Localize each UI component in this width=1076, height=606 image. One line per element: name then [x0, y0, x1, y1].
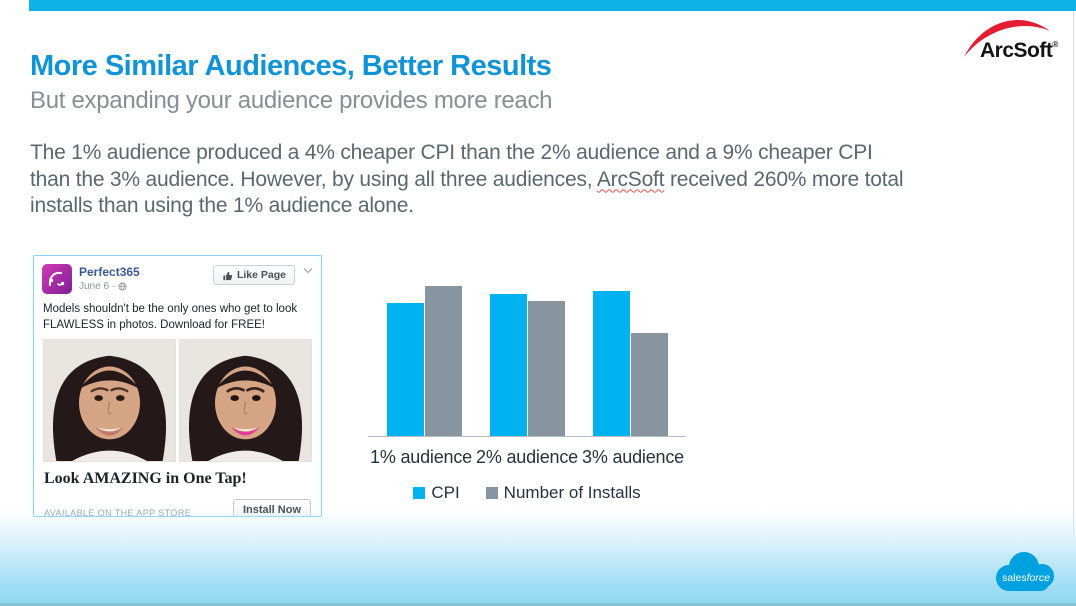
x-axis-label: 3% audience: [582, 447, 684, 467]
bar-group: [592, 290, 668, 436]
thumbs-up-icon: [223, 271, 233, 280]
body-paragraph: The 1% audience produced a 4% cheaper CP…: [30, 140, 1045, 220]
bar-group: [489, 293, 565, 436]
legend-label: CPI: [431, 483, 460, 502]
chart-legend: CPI Number of Installs: [368, 483, 686, 503]
globe-icon: [118, 282, 127, 291]
chart-plot-area: [368, 278, 686, 436]
lips-before: [94, 426, 125, 436]
x-axis-label: 1% audience: [370, 447, 472, 467]
legend-swatch-icon: [485, 487, 498, 499]
ad-headline: Look AMAZING in One Tap!: [44, 470, 247, 487]
lips-after: [230, 426, 261, 436]
bar-cpi: [489, 293, 527, 436]
like-page-button[interactable]: Like Page: [212, 265, 295, 285]
facebook-post-text: Models shouldn't be the only ones who ge…: [43, 303, 298, 331]
facebook-page-identity: Perfect365 June 6 ·: [79, 264, 140, 294]
legend-swatch-icon: [413, 487, 426, 499]
page-title: More Similar Audiences, Better Results: [30, 50, 552, 82]
like-page-label: Like Page: [236, 269, 286, 281]
body-segment-after: received 260% more total installs than u…: [30, 167, 904, 218]
bar-number-of-installs: [424, 286, 462, 436]
bottom-gradient-band: [0, 510, 1076, 606]
chevron-down-icon[interactable]: [303, 267, 313, 275]
x-axis-line: [368, 436, 686, 437]
facebook-ad-photos: [34, 339, 321, 462]
bar-group: [386, 286, 462, 436]
ad-photo-after: [179, 339, 312, 462]
facebook-ad-card: Perfect365 June 6 · Like Page: [33, 255, 322, 517]
facebook-ad-footer: Look AMAZING in One Tap! AVAILABLE ON TH…: [34, 462, 321, 516]
bottom-edge-strip: [0, 603, 1076, 606]
x-axis-labels: 1% audience 2% audience 3% audience: [368, 447, 686, 468]
facebook-ad-header: Perfect365 June 6 · Like Page: [34, 256, 321, 294]
svg-text:salesforce: salesforce: [1002, 572, 1050, 584]
body-segment-before: The 1% audience produced a 4% cheaper CP…: [30, 141, 873, 191]
facebook-page-name[interactable]: Perfect365: [79, 265, 140, 279]
legend-item: Number of Installs: [485, 483, 641, 503]
body-brand-word: ArcSoft: [596, 167, 665, 191]
perfect365-avatar: [42, 264, 72, 294]
top-accent-bar: [29, 0, 1076, 11]
bar-cpi: [386, 302, 424, 436]
bar-chart: 1% audience 2% audience 3% audience CPI Num…: [368, 278, 686, 503]
legend-label: Number of Installs: [503, 483, 641, 502]
bar-cpi: [592, 290, 630, 436]
bar-number-of-installs: [527, 301, 565, 436]
facebook-post-meta: June 6 ·: [79, 281, 140, 292]
right-edge-line: [1073, 11, 1074, 606]
page-subtitle: But expanding your audience provides mor…: [30, 87, 553, 114]
svg-text:ArcSoft®: ArcSoft®: [980, 39, 1058, 62]
ad-photo-before: [43, 339, 176, 462]
salesforce-logo: salesforce: [996, 552, 1054, 591]
legend-item: CPI: [413, 483, 460, 503]
x-axis-label: 2% audience: [476, 447, 578, 467]
arcsoft-swoosh-icon: [964, 19, 1050, 57]
bar-number-of-installs: [630, 332, 668, 436]
arcsoft-logo: ArcSoft®: [964, 19, 1059, 62]
